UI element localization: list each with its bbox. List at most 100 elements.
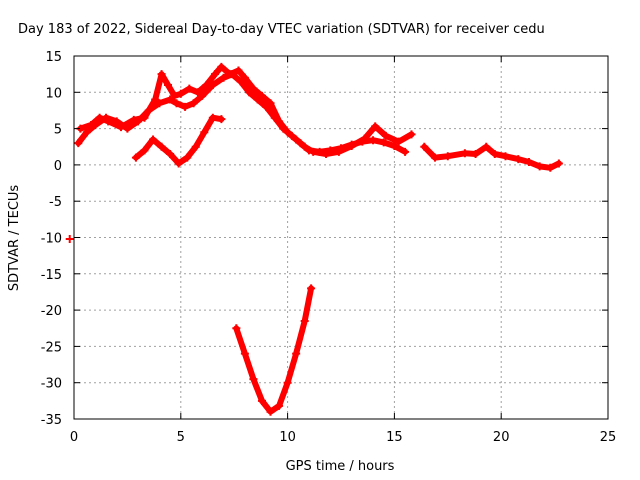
y-tick-label: 15 xyxy=(45,50,62,65)
data-point xyxy=(253,95,262,104)
data-point xyxy=(275,117,284,126)
data-point xyxy=(193,88,202,97)
chart-title: Day 183 of 2022, Sidereal Day-to-day VTE… xyxy=(18,22,545,37)
data-point xyxy=(394,137,403,146)
series-trace-e xyxy=(232,284,316,416)
y-tick-label: -35 xyxy=(41,413,62,428)
data-point xyxy=(266,99,275,108)
x-tick-label: 20 xyxy=(493,430,510,445)
data-point xyxy=(236,77,245,86)
data-point xyxy=(514,155,523,164)
data-point xyxy=(240,349,249,358)
y-tick-label: -10 xyxy=(41,232,62,247)
tick-layer: 0 5 10 15 20 25 15 10 5 0 -5 -10 -15 -20 -25 -30 -35 xyxy=(41,50,617,445)
data-point xyxy=(257,396,266,405)
y-tick-label: -5 xyxy=(49,195,62,210)
data-point xyxy=(334,147,343,156)
y-axis-title: SDTVAR / TECUs xyxy=(7,185,22,292)
data-point xyxy=(292,135,301,144)
data-point xyxy=(95,113,104,122)
data-point xyxy=(347,142,356,151)
data-point xyxy=(185,84,194,93)
data-point xyxy=(234,66,243,75)
series-trace-f xyxy=(65,234,74,243)
series-trace-b xyxy=(76,62,416,159)
data-point xyxy=(210,70,219,79)
x-axis-title: GPS time / hours xyxy=(286,459,395,474)
data-point xyxy=(170,91,179,100)
grid-layer xyxy=(74,56,608,419)
data-point xyxy=(283,378,292,387)
y-tick-label: 0 xyxy=(54,159,62,174)
data-point xyxy=(407,130,416,139)
data-point xyxy=(149,135,158,144)
data-point xyxy=(300,316,309,325)
data-point xyxy=(322,150,331,159)
x-tick-label: 0 xyxy=(70,430,78,445)
data-point xyxy=(129,115,138,124)
data-point xyxy=(390,142,399,151)
data-point xyxy=(176,89,185,98)
y-tick-label: -30 xyxy=(41,377,62,392)
data-point xyxy=(240,73,249,82)
data-point xyxy=(443,152,452,161)
data-point xyxy=(524,157,533,166)
data-point xyxy=(471,150,480,159)
data-point xyxy=(174,159,183,168)
data-point xyxy=(371,122,380,131)
data-point xyxy=(257,91,266,100)
series-trace-d xyxy=(420,142,563,172)
data-point xyxy=(157,70,166,79)
x-tick-label: 25 xyxy=(600,430,617,445)
data-point xyxy=(490,150,499,159)
y-tick-label: 5 xyxy=(54,123,62,138)
data-point xyxy=(245,88,254,97)
data-point xyxy=(249,375,258,384)
data-point xyxy=(369,136,378,145)
data-point xyxy=(183,153,192,162)
data-point xyxy=(420,142,429,151)
data-point xyxy=(181,102,190,111)
data-point xyxy=(546,163,555,172)
data-point xyxy=(65,234,74,243)
data-point xyxy=(172,99,181,108)
y-tick-label: -15 xyxy=(41,268,62,283)
data-point xyxy=(501,152,510,161)
y-tick-label: -25 xyxy=(41,340,62,355)
data-point xyxy=(249,84,258,93)
data-point xyxy=(219,73,228,82)
x-tick-label: 15 xyxy=(386,430,403,445)
data-point xyxy=(554,159,563,168)
y-tick-label: -20 xyxy=(41,304,62,319)
data-point xyxy=(232,324,241,333)
plot-layer xyxy=(65,62,563,416)
data-point xyxy=(307,284,316,293)
data-point xyxy=(87,120,96,129)
data-point xyxy=(116,123,125,132)
series-line xyxy=(233,285,315,415)
data-point xyxy=(283,128,292,137)
data-point xyxy=(309,147,318,156)
data-point xyxy=(217,62,226,71)
data-point xyxy=(74,139,83,148)
data-point xyxy=(166,150,175,159)
data-point xyxy=(217,115,226,124)
data-point xyxy=(157,142,166,151)
data-point xyxy=(202,81,211,90)
series-line xyxy=(132,114,225,167)
data-point xyxy=(430,153,439,162)
data-point xyxy=(104,117,113,126)
data-point xyxy=(189,99,198,108)
data-point xyxy=(200,128,209,137)
x-tick-label: 5 xyxy=(177,430,185,445)
data-point xyxy=(208,113,217,122)
data-point xyxy=(275,401,284,410)
data-point xyxy=(379,138,388,147)
data-point xyxy=(360,134,369,143)
data-point xyxy=(155,99,164,108)
data-point xyxy=(151,95,160,104)
data-point xyxy=(166,95,175,104)
y-tick-label: 10 xyxy=(45,86,62,101)
series-trace-c xyxy=(131,113,226,168)
